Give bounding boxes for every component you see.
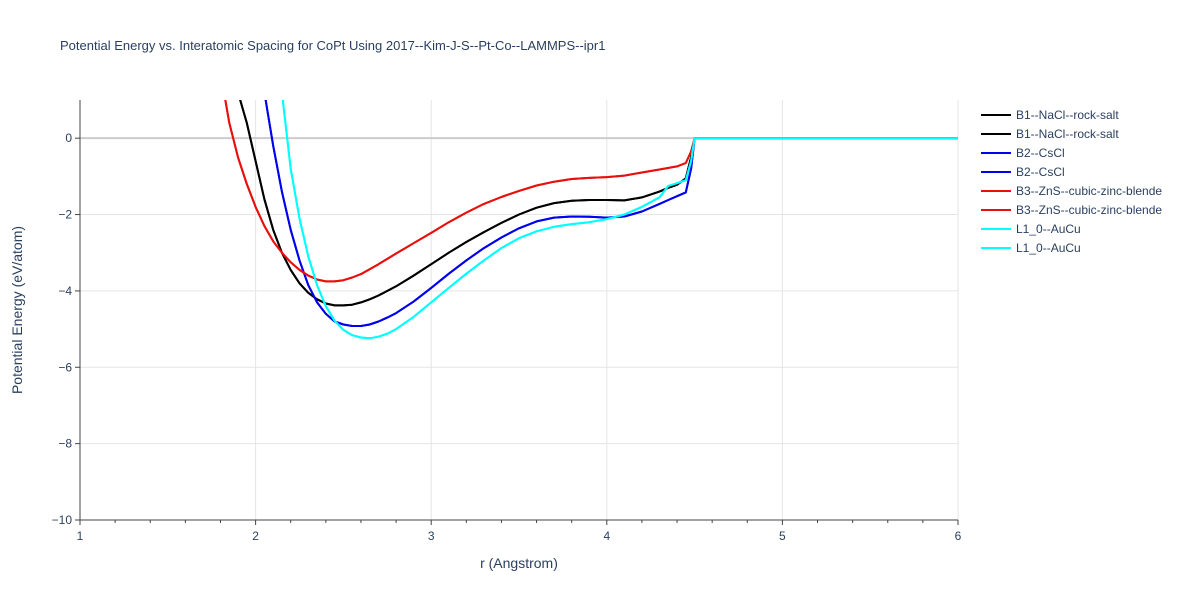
x-axis-label: r (Angstrom)	[480, 555, 558, 571]
legend-item-2[interactable]: B1--NaCl--rock-salt	[981, 127, 1119, 141]
legend-label: B2--CsCl	[1016, 165, 1065, 179]
series-lines	[224, 100, 958, 340]
legend-item-4[interactable]: B2--CsCl	[981, 165, 1065, 179]
series-line-4	[264, 100, 958, 327]
legend-label: B1--NaCl--rock-salt	[1016, 108, 1119, 122]
x-tick-label: 4	[603, 529, 610, 543]
y-tick-labels: −10 −8 −6 −4 −2 0	[52, 131, 80, 527]
legend-label: L1_0--AuCu	[1016, 222, 1081, 236]
legend-label: B1--NaCl--rock-salt	[1016, 127, 1119, 141]
y-tick-label: −8	[58, 437, 72, 451]
y-axis-label: Potential Energy (eV/atom)	[9, 226, 25, 394]
legend-item-7[interactable]: L1_0--AuCu	[981, 222, 1081, 236]
legend-label: B2--CsCl	[1016, 146, 1065, 160]
legend-item-8[interactable]: L1_0--AuCu	[981, 241, 1081, 255]
chart-title: Potential Energy vs. Interatomic Spacing…	[60, 38, 605, 53]
y-tick-label: 0	[65, 131, 72, 145]
series-line-1	[239, 100, 958, 307]
legend-item-1[interactable]: B1--NaCl--rock-salt	[981, 108, 1119, 122]
series-line-5	[224, 100, 958, 283]
x-tick-label: 6	[955, 529, 962, 543]
x-tick-label: 3	[428, 529, 435, 543]
legend-item-6[interactable]: B3--ZnS--cubic-zinc-blende	[981, 203, 1162, 217]
legend-item-5[interactable]: B3--ZnS--cubic-zinc-blende	[981, 184, 1162, 198]
x-tick-label: 1	[77, 529, 84, 543]
grid	[80, 100, 959, 520]
series-line-2	[239, 100, 958, 307]
legend[interactable]: B1--NaCl--rock-salt B1--NaCl--rock-salt B2…	[981, 108, 1162, 255]
y-tick-label: −2	[58, 208, 72, 222]
x-tick-label: 5	[779, 529, 786, 543]
series-line-6	[224, 100, 958, 283]
legend-label: L1_0--AuCu	[1016, 241, 1081, 255]
legend-item-3[interactable]: B2--CsCl	[981, 146, 1065, 160]
x-tick-label: 2	[252, 529, 259, 543]
series-line-8	[281, 100, 958, 340]
y-tick-label: −10	[52, 513, 73, 527]
y-tick-label: −4	[58, 284, 72, 298]
legend-label: B3--ZnS--cubic-zinc-blende	[1016, 184, 1162, 198]
x-tick-labels: 1 2 3 4 5 6	[77, 520, 962, 543]
legend-label: B3--ZnS--cubic-zinc-blende	[1016, 203, 1162, 217]
y-tick-label: −6	[58, 360, 72, 374]
